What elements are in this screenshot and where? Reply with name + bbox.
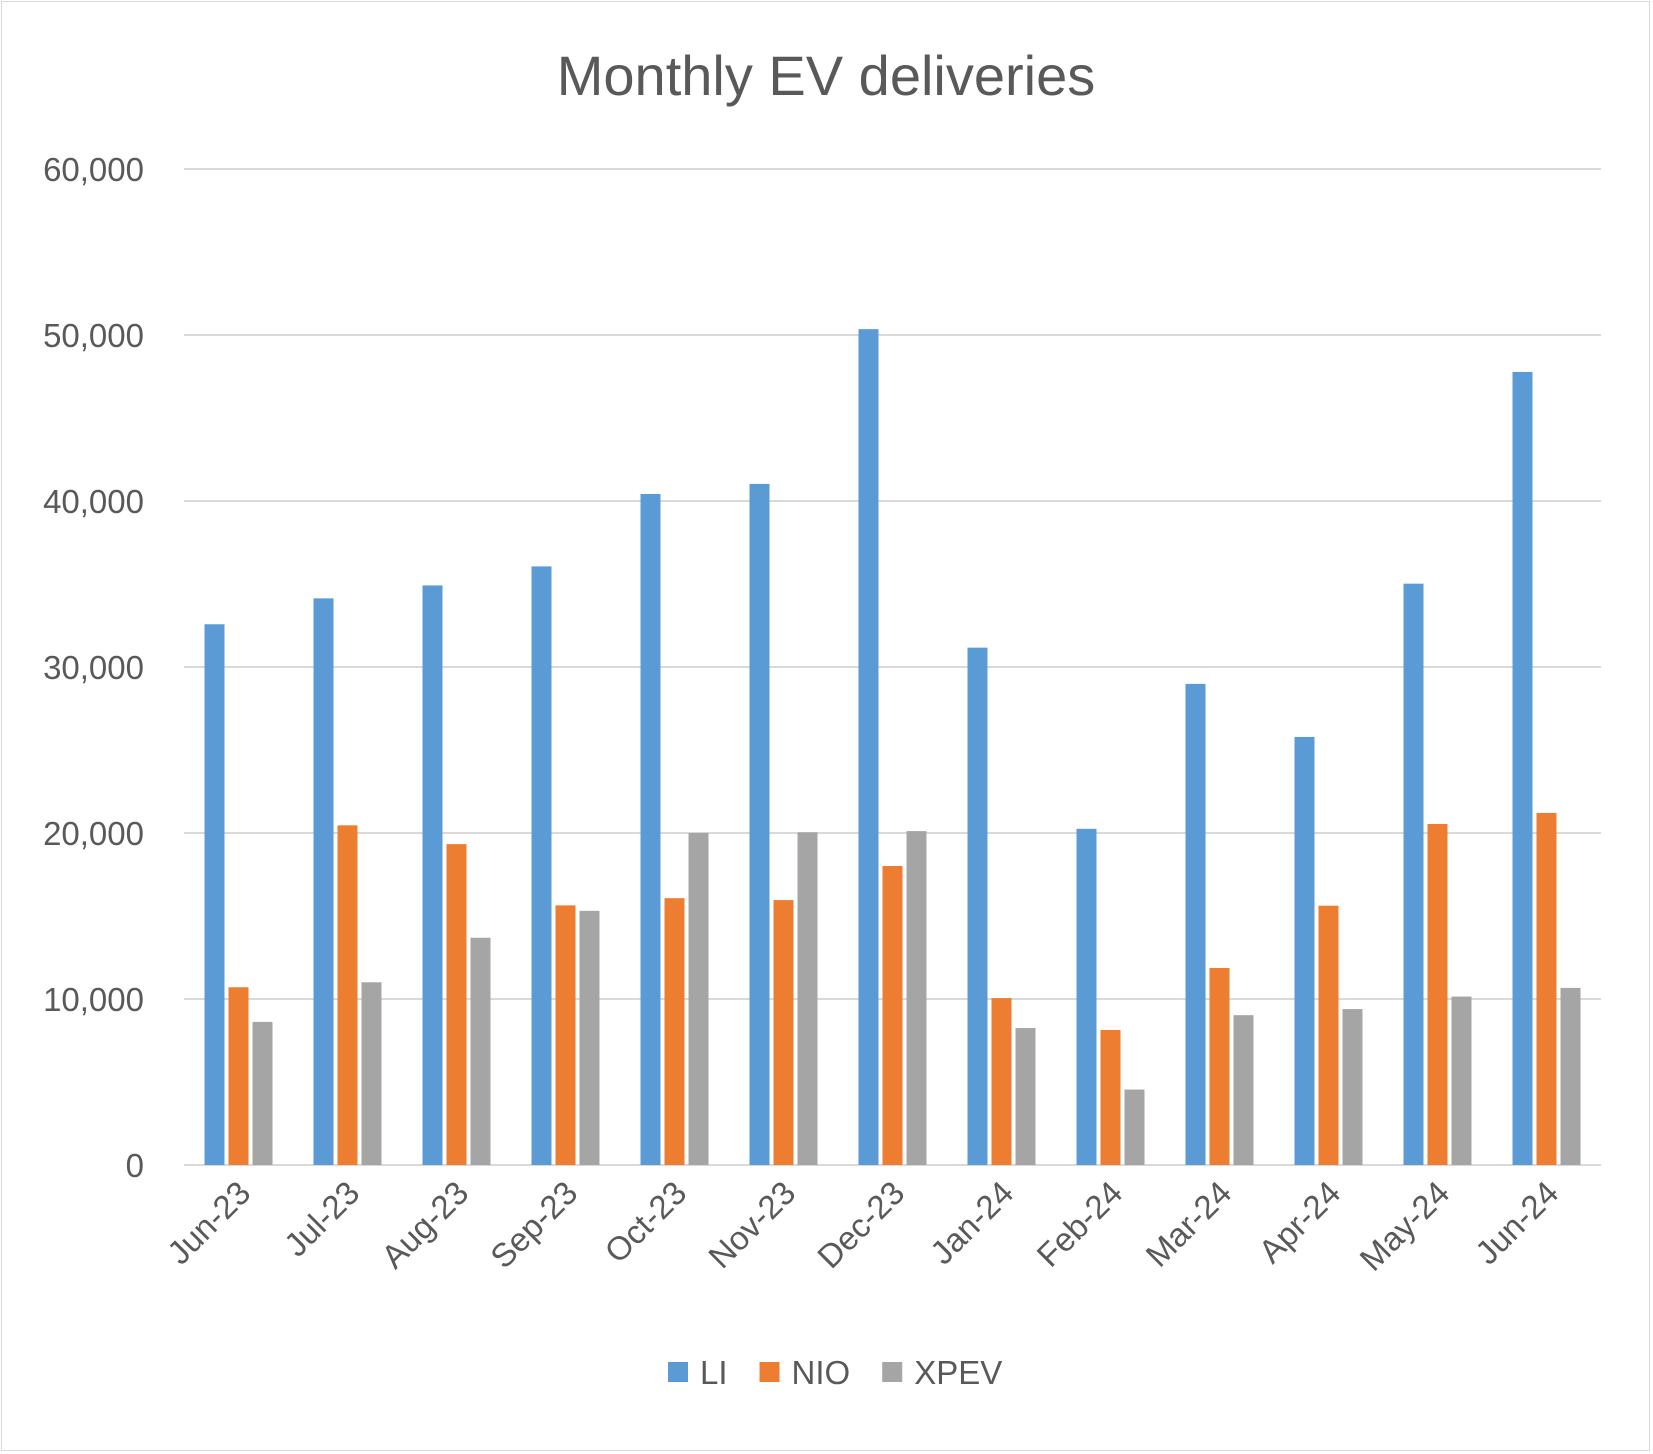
bar-xpev-dec-23 <box>906 831 927 1165</box>
legend-swatch-nio <box>759 1362 780 1382</box>
bar-xpev-feb-24 <box>1124 1089 1145 1165</box>
bar-nio-jan-24 <box>991 998 1012 1165</box>
bar-li-aug-23 <box>422 585 443 1165</box>
bar-li-sep-23 <box>531 566 552 1165</box>
y-tick-label: 10,000 <box>43 981 144 1018</box>
x-tick-label: Mar-24 <box>1138 1174 1238 1274</box>
x-tick-label: Feb-24 <box>1029 1174 1129 1274</box>
bar-xpev-mar-24 <box>1233 1015 1254 1165</box>
bar-xpev-sep-23 <box>579 910 600 1165</box>
bar-xpev-may-24 <box>1451 996 1472 1165</box>
bar-nio-sep-23 <box>555 905 576 1165</box>
bar-li-oct-23 <box>640 493 661 1165</box>
bar-nio-apr-24 <box>1318 905 1339 1165</box>
x-tick-label: Jan-24 <box>923 1174 1021 1272</box>
legend-label-nio: NIO <box>792 1354 851 1391</box>
legend-label-xpev: XPEV <box>914 1354 1002 1391</box>
bar-li-jun-24 <box>1512 371 1533 1165</box>
bar-nio-aug-23 <box>446 844 467 1165</box>
legend: LI NIO XPEV <box>668 1354 1002 1391</box>
bar-nio-oct-23 <box>664 898 685 1165</box>
x-tick-label: Sep-23 <box>483 1174 584 1275</box>
bar-nio-jul-23 <box>337 825 358 1165</box>
legend-swatch-xpev <box>882 1362 903 1382</box>
bar-nio-nov-23 <box>773 900 794 1165</box>
y-tick-label: 50,000 <box>43 317 144 354</box>
bar-nio-mar-24 <box>1209 968 1230 1165</box>
x-tick-label: Jun-23 <box>160 1174 258 1272</box>
bar-xpev-nov-23 <box>797 832 818 1165</box>
gridlines <box>184 168 1601 1166</box>
y-tick-label: 60,000 <box>43 151 144 188</box>
bar-nio-dec-23 <box>882 866 903 1165</box>
x-tick-label: Jun-24 <box>1468 1174 1566 1272</box>
bar-nio-feb-24 <box>1100 1030 1121 1165</box>
bar-li-jul-23 <box>313 598 334 1165</box>
bar-nio-may-24 <box>1427 823 1448 1165</box>
x-axis-tick-labels: Jun-23 Jul-23 Aug-23 Sep-23 Oct-23 Nov-23 Dec-… <box>160 1174 1566 1278</box>
x-tick-label: Nov-23 <box>701 1174 802 1275</box>
bar-li-jan-24 <box>967 647 988 1165</box>
x-tick-label: Aug-23 <box>374 1174 475 1275</box>
x-tick-label: Jul-23 <box>277 1174 367 1264</box>
bars <box>204 329 1581 1166</box>
bar-li-may-24 <box>1403 583 1424 1165</box>
bar-li-nov-23 <box>749 483 770 1166</box>
y-tick-label: 40,000 <box>43 483 144 520</box>
y-tick-label: 0 <box>126 1147 144 1184</box>
bar-li-apr-24 <box>1294 736 1315 1165</box>
y-tick-label: 20,000 <box>43 815 144 852</box>
bar-xpev-aug-23 <box>470 937 491 1165</box>
x-tick-label: Dec-23 <box>810 1174 911 1275</box>
bar-nio-jun-23 <box>228 987 249 1165</box>
bar-li-feb-24 <box>1076 828 1097 1165</box>
bar-li-mar-24 <box>1185 683 1206 1165</box>
bar-xpev-apr-24 <box>1342 1009 1363 1165</box>
bar-xpev-jan-24 <box>1015 1028 1036 1165</box>
bar-xpev-jun-23 <box>252 1021 273 1165</box>
legend-swatch-li <box>668 1362 688 1382</box>
bar-xpev-jun-24 <box>1560 987 1581 1165</box>
legend-label-li: LI <box>700 1354 728 1391</box>
bar-xpev-jul-23 <box>361 982 382 1165</box>
bar-xpev-oct-23 <box>688 832 709 1165</box>
x-tick-label: Oct-23 <box>597 1174 693 1270</box>
chart-title: Monthly EV deliveries <box>557 44 1095 107</box>
y-axis-tick-labels: 0 10,000 20,000 30,000 40,000 50,000 60,000 <box>43 151 144 1184</box>
y-tick-label: 30,000 <box>43 649 144 686</box>
x-tick-label: May-24 <box>1352 1174 1456 1278</box>
bar-nio-jun-24 <box>1536 812 1557 1165</box>
bar-li-jun-23 <box>204 624 225 1165</box>
bar-li-dec-23 <box>858 329 879 1165</box>
x-tick-label: Apr-24 <box>1251 1174 1347 1270</box>
